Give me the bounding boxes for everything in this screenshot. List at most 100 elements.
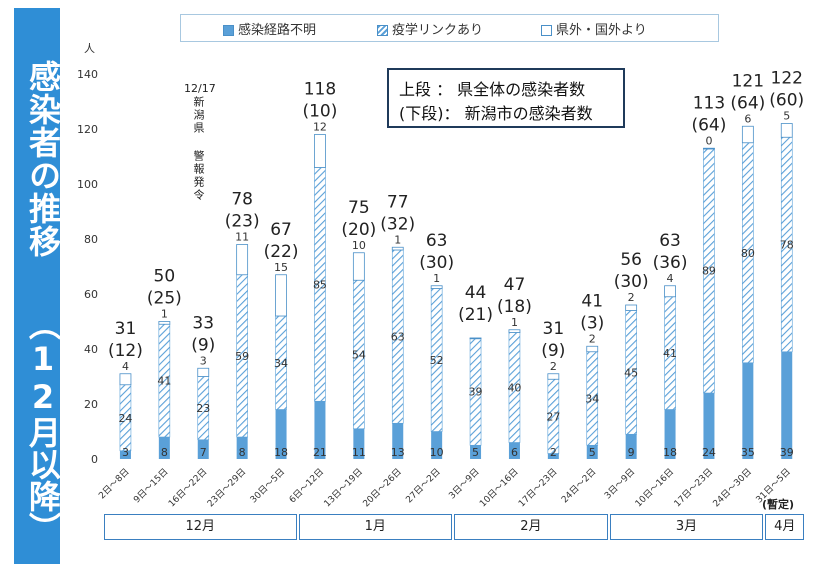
bar-segment-unknown [392, 423, 404, 459]
bar-segment-unknown [197, 439, 209, 459]
legend-item-outside: 県外・国外より [541, 19, 647, 38]
annotation-box: 上段 ： 県全体の感染者数 (下段)： 新潟市の感染者数 [387, 68, 625, 128]
niigata-city-label: (60) [769, 91, 804, 111]
bar-segment-outside [236, 244, 249, 276]
month-box: 4月 [765, 514, 805, 540]
bar-segment-unknown [158, 437, 170, 459]
total-label: 67 [270, 220, 292, 240]
tentative-label: (暫定) [762, 498, 795, 511]
data-label-outside: 15 [274, 261, 288, 274]
y-tick-label: 120 [77, 123, 98, 136]
data-label-linked: 78 [780, 239, 794, 252]
y-axis: 0 20 40 60 80 100 120 140 [77, 68, 98, 466]
legend-item-linked: 疫学リンクあり [377, 19, 483, 38]
data-label-unknown: 8 [239, 446, 246, 459]
data-label-linked: 63 [391, 331, 405, 344]
total-label: 113 [693, 93, 725, 113]
legend-label: 県外・国外より [556, 23, 647, 38]
data-label-outside: 3 [200, 354, 207, 367]
bar-segment-outside [469, 337, 482, 340]
data-label-linked: 39 [469, 386, 483, 399]
data-label-unknown: 18 [663, 446, 677, 459]
data-label-outside: 10 [352, 239, 366, 252]
total-label: 118 [304, 80, 336, 100]
niigata-city-label: (30) [614, 272, 649, 292]
x-tick-label: 17日～23日 [672, 466, 715, 509]
x-tick-label: 23日～29日 [205, 466, 248, 509]
month-box: 2月 [454, 514, 608, 540]
annotation-line-1: 上段 ： 県全体の感染者数 [399, 80, 586, 99]
data-label-outside: 2 [550, 360, 557, 373]
bar-segment-unknown [119, 450, 131, 459]
bar-segment-outside [352, 252, 365, 281]
bar-segment-outside [158, 321, 171, 325]
warning-date: 12/17 [184, 82, 216, 95]
data-label-unknown: 18 [274, 446, 288, 459]
legend-swatch-solid [223, 25, 234, 36]
bar-segment-outside [275, 274, 287, 317]
total-label: 121 [732, 71, 764, 91]
data-label-linked: 34 [274, 357, 288, 370]
data-label-outside: 2 [589, 332, 596, 345]
y-tick-label: 140 [77, 68, 98, 81]
y-tick-label: 20 [84, 398, 98, 411]
total-label: 31 [115, 319, 137, 339]
data-label-unknown: 10 [430, 446, 444, 459]
legend-label: 疫学リンクあり [392, 23, 484, 38]
total-label: 63 [659, 231, 681, 251]
bar-segment-unknown [586, 445, 598, 459]
x-tick-label: 3日～9日 [447, 466, 482, 501]
bar-segment-outside [741, 125, 754, 144]
x-tick-label: 2日～8日 [97, 466, 132, 501]
data-label-unknown: 5 [472, 446, 479, 459]
month-box: 1月 [298, 514, 453, 540]
bar-segment-unknown [236, 437, 248, 459]
legend-item-unknown: 感染経路不明 [223, 19, 316, 38]
niigata-city-label: (9) [191, 335, 215, 355]
chart-legend: 感染経路不明 疫学リンクあり 県外・国外より [180, 14, 719, 42]
niigata-city-label: (18) [497, 297, 532, 317]
data-label-unknown: 21 [313, 446, 327, 459]
data-label-linked: 41 [663, 347, 677, 360]
bar-segment-outside [119, 373, 132, 386]
y-tick-label: 100 [77, 178, 98, 191]
total-label: 31 [543, 319, 565, 339]
data-label-outside: 6 [744, 112, 751, 125]
data-label-unknown: 6 [511, 446, 518, 459]
bar-segment-unknown [353, 428, 365, 459]
x-tick-label: 3日～9日 [602, 466, 637, 501]
legend-swatch-empty [541, 25, 552, 36]
total-label: 63 [426, 231, 448, 251]
x-tick-label: 10日～16日 [478, 466, 521, 509]
data-label-linked: 24 [118, 412, 132, 425]
bar-segment-outside [314, 134, 326, 168]
legend-swatch-hatch [377, 25, 388, 36]
month-box: 12月 [104, 514, 297, 540]
data-label-outside: 4 [667, 272, 674, 285]
data-label-linked: 27 [546, 410, 560, 423]
niigata-city-label: (25) [147, 289, 182, 309]
bar-segment-unknown [431, 431, 443, 459]
total-label: 33 [192, 313, 214, 333]
bar-segment-outside [586, 345, 599, 353]
data-labels: 324431(12)841150(25)723333(9)8591178(23)… [108, 69, 804, 460]
niigata-city-label: (12) [108, 341, 143, 361]
legend-label: 感染経路不明 [238, 23, 317, 38]
data-label-outside: 4 [122, 360, 129, 373]
total-label: 77 [387, 192, 409, 212]
side-title-banner: 感染者の推移 （12月以降） [14, 8, 62, 564]
data-label-outside: 11 [235, 231, 249, 244]
data-label-outside: 12 [313, 121, 327, 134]
bar-segment-outside [780, 123, 793, 138]
bar-segment-unknown [703, 393, 715, 459]
data-label-outside: 1 [433, 272, 440, 285]
y-tick-label: 80 [84, 233, 98, 246]
niigata-city-label: (22) [264, 242, 299, 262]
x-tick-label: 13日～19日 [322, 466, 365, 509]
bar-segment-outside [664, 285, 676, 298]
data-label-linked: 85 [313, 278, 327, 291]
bar-segment-outside [197, 367, 210, 377]
total-label: 75 [348, 198, 370, 218]
x-tick-label: 6日～12日 [287, 466, 326, 505]
